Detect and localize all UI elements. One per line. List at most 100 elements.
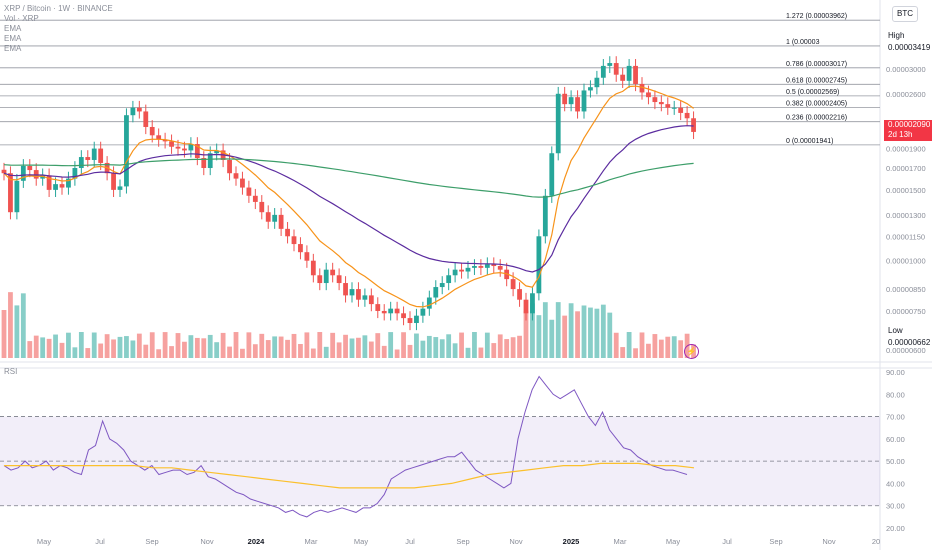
volume-bar [343, 334, 348, 358]
candle-body [40, 175, 46, 179]
x-tick-label: Nov [200, 537, 214, 546]
candle-body [510, 279, 516, 290]
low-label: Low [888, 326, 903, 335]
volume-bar [72, 347, 78, 358]
volume-bar [394, 349, 400, 358]
candle-body [272, 214, 278, 222]
candle-body [633, 65, 638, 84]
volume-bar [497, 334, 503, 358]
volume-bar [272, 336, 278, 358]
candle-body [362, 295, 368, 300]
ema-mid-line [3, 125, 694, 273]
volume-bar [117, 336, 123, 358]
price-tick-label: 0.00001000 [886, 257, 926, 266]
candle-body [555, 93, 561, 154]
candle-body [562, 93, 568, 105]
candle-body [491, 264, 497, 267]
candle-body [401, 313, 406, 319]
candle-body [439, 283, 445, 288]
volume-bar [510, 337, 516, 358]
candle-body [136, 107, 142, 112]
price-tick-label: 0.00001900 [886, 145, 926, 154]
candle-body [85, 157, 91, 160]
candle-body [639, 83, 645, 93]
candle-body [291, 236, 297, 245]
volume-bar [607, 312, 613, 358]
volume-bar [298, 344, 303, 358]
volume-bar [169, 346, 174, 358]
candle-body [59, 184, 65, 188]
x-tick-label: Jul [95, 537, 105, 546]
candle-body [336, 275, 342, 284]
rsi-tick-label: 50.00 [886, 457, 905, 466]
volume-bar [349, 338, 355, 358]
candle-body [381, 310, 387, 314]
volume-bar [162, 332, 168, 358]
candle-body [14, 180, 20, 213]
candle-body [8, 173, 13, 213]
candle-body [182, 148, 187, 151]
candle-body [149, 126, 155, 136]
candle-body [343, 283, 348, 296]
x-tick-label: Sep [456, 537, 469, 546]
volume-bar [646, 343, 651, 358]
fib-level-label: 0.786 (0.00003017) [786, 61, 847, 68]
candle-body [194, 144, 200, 159]
candle-body [46, 175, 52, 190]
candle-body [304, 252, 310, 261]
volume-bar [20, 293, 26, 358]
volume-bar [227, 346, 232, 358]
volume-bar [368, 341, 374, 358]
x-tick-label: May [354, 537, 368, 546]
currency-button[interactable]: BTC [892, 6, 918, 22]
candle-body [278, 214, 284, 229]
volume-bar [665, 336, 671, 358]
candle-body [446, 275, 452, 284]
lightning-icon[interactable]: ⚡ [684, 344, 699, 359]
price-tick-label: 0.00000600 [886, 346, 926, 355]
candle-body [652, 97, 658, 103]
ema-label-1: EMA [4, 24, 22, 33]
volume-bar [33, 335, 39, 358]
candle-body [588, 87, 593, 91]
candle-body [356, 289, 361, 300]
candle-body [568, 97, 574, 105]
candle-body [188, 144, 194, 151]
volume-bar [426, 335, 432, 358]
x-tick-label: May [666, 537, 680, 546]
volume-bar [388, 332, 394, 358]
volume-bar [465, 347, 471, 358]
volume-bar [491, 343, 497, 358]
candle-body [613, 63, 619, 75]
x-tick-label: 2025 [563, 537, 580, 546]
candle-body [452, 269, 458, 276]
volume-bar [259, 333, 265, 358]
rsi-tick-label: 40.00 [886, 479, 905, 488]
countdown-timer: 2d 13h [888, 130, 913, 139]
current-price-tag: 0.00002090 2d 13h [884, 120, 932, 141]
candle-body [414, 315, 419, 324]
candle-body [317, 275, 323, 284]
candle-body [66, 178, 71, 188]
candle-body [72, 168, 78, 179]
candle-body [240, 178, 245, 188]
candle-body [594, 77, 600, 88]
volume-bar [536, 315, 542, 358]
volume-bar [8, 292, 13, 358]
volume-bar [575, 311, 580, 358]
rsi-title: RSI [4, 367, 18, 376]
rsi-tick-label: 30.00 [886, 502, 905, 511]
high-label: High [888, 31, 905, 40]
volume-bar [246, 332, 252, 358]
volume-bar [362, 335, 368, 358]
volume-bar [265, 340, 271, 358]
candle-body [227, 159, 232, 174]
volume-bar [194, 337, 200, 358]
x-tick-label: Sep [769, 537, 782, 546]
candle-body [478, 266, 484, 268]
volume-bar [149, 332, 155, 358]
volume-label: Vol · XRP [4, 14, 39, 23]
candle-body [658, 102, 664, 105]
low-value: 0.00000662 [888, 338, 931, 347]
